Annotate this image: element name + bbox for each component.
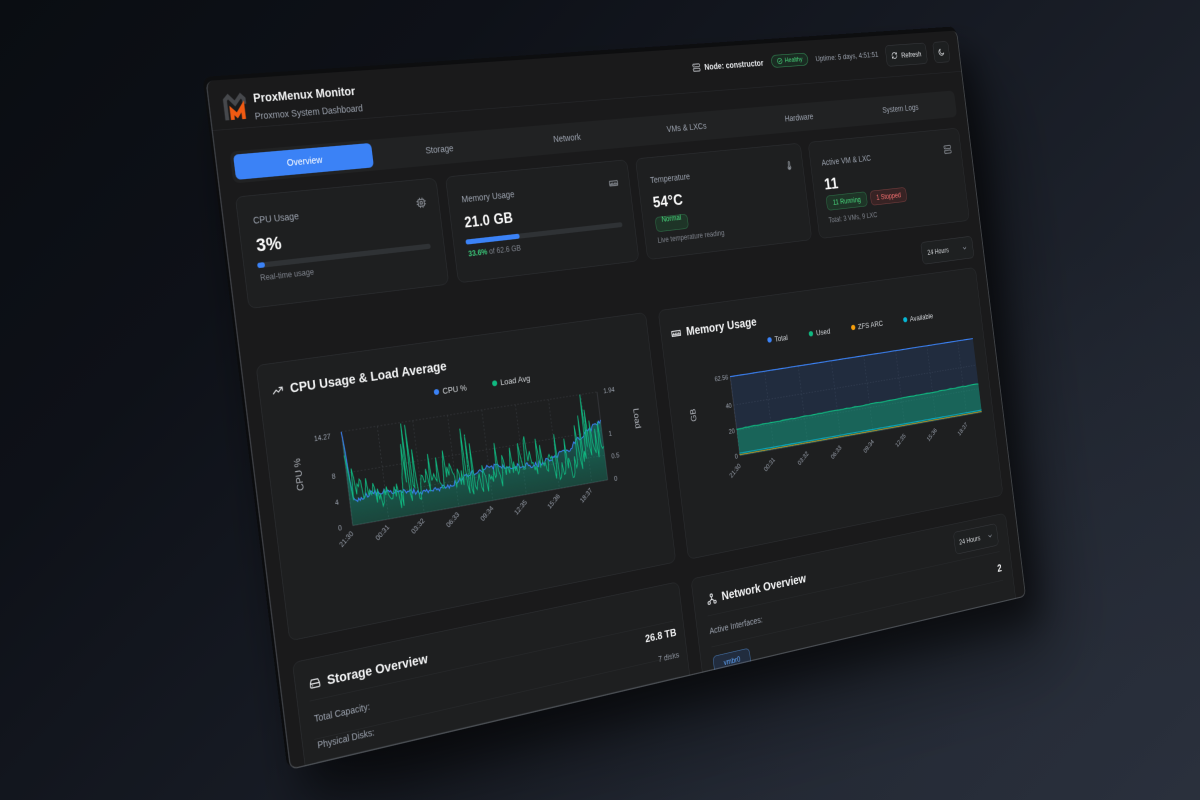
svg-text:18:37: 18:37 xyxy=(578,486,593,504)
svg-text:14.27: 14.27 xyxy=(313,432,331,443)
svg-text:06:33: 06:33 xyxy=(444,510,461,529)
svg-text:1: 1 xyxy=(608,429,612,438)
svg-text:09:34: 09:34 xyxy=(862,438,875,455)
svg-text:03:32: 03:32 xyxy=(409,516,426,535)
svg-text:0: 0 xyxy=(338,523,343,532)
svg-text:15:36: 15:36 xyxy=(546,492,562,510)
svg-text:8: 8 xyxy=(331,472,336,481)
svg-text:CPU %: CPU % xyxy=(292,457,306,491)
svg-text:Load: Load xyxy=(631,408,642,430)
svg-text:0: 0 xyxy=(734,452,738,460)
svg-text:12:35: 12:35 xyxy=(894,432,907,449)
svg-text:00:31: 00:31 xyxy=(374,523,391,542)
svg-text:21:30: 21:30 xyxy=(728,462,742,479)
svg-text:03:32: 03:32 xyxy=(796,450,810,467)
svg-text:18:37: 18:37 xyxy=(956,421,969,437)
svg-text:GB: GB xyxy=(689,408,699,423)
svg-text:62.56: 62.56 xyxy=(714,373,729,383)
svg-text:4: 4 xyxy=(335,498,340,507)
svg-text:12:35: 12:35 xyxy=(513,498,529,517)
svg-text:09:34: 09:34 xyxy=(479,504,495,523)
svg-text:15:36: 15:36 xyxy=(925,426,938,442)
svg-text:1.94: 1.94 xyxy=(603,385,615,395)
svg-text:00:31: 00:31 xyxy=(762,456,776,473)
svg-text:20: 20 xyxy=(728,427,735,436)
svg-text:06:33: 06:33 xyxy=(829,444,843,461)
svg-text:0.5: 0.5 xyxy=(611,451,620,461)
svg-text:40: 40 xyxy=(725,401,732,410)
svg-text:0: 0 xyxy=(614,474,618,483)
